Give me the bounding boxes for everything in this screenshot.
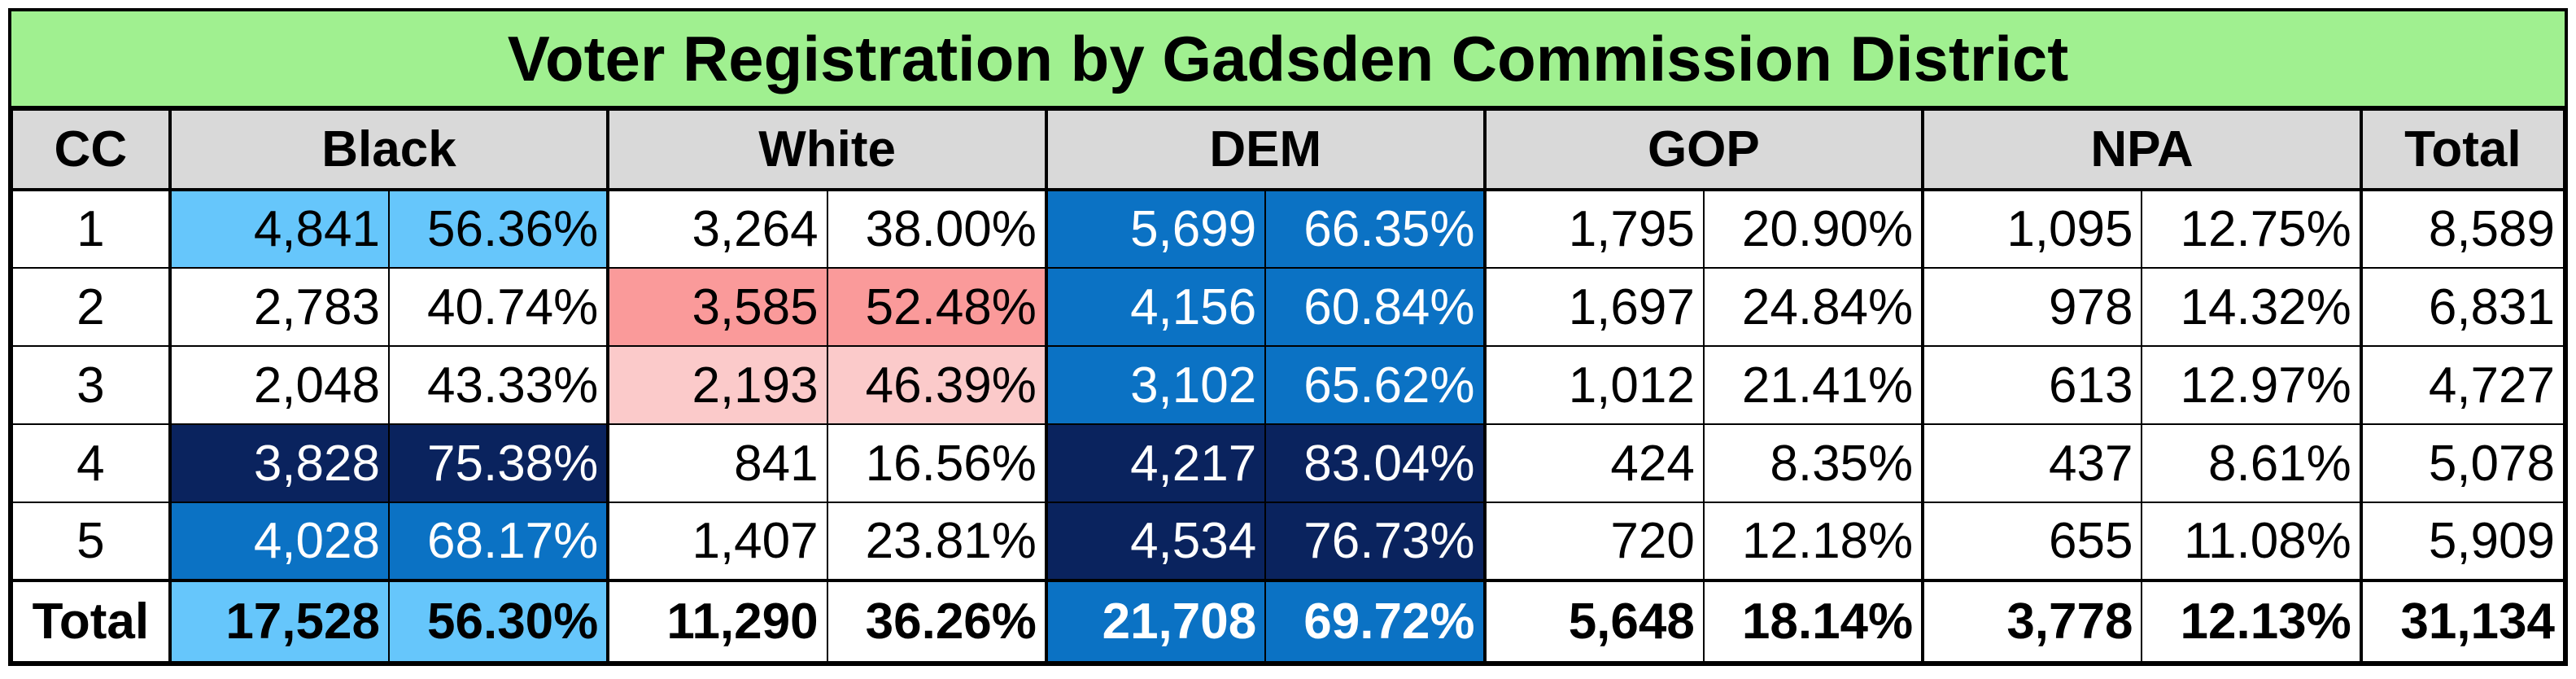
total-cell: 8,589 [2359, 189, 2565, 269]
table-row: 4 3,828 75.38% 841 16.56% 4,217 83.04% 4… [11, 423, 2565, 503]
header-cc: CC [11, 109, 171, 191]
table-row: 5 4,028 68.17% 1,407 23.81% 4,534 76.73%… [11, 502, 2565, 581]
cc-cell: 3 [11, 345, 171, 425]
dem-total-pct-cell: 69.72% [1264, 579, 1486, 663]
header-row: CC Black White DEM GOP NPA Total [11, 109, 2565, 191]
table-title: Voter Registration by Gadsden Commission… [11, 11, 2565, 109]
total-cell: 5,078 [2359, 423, 2565, 503]
dem-count-cell: 3,102 [1044, 345, 1267, 425]
black-total-count-cell: 17,528 [168, 579, 390, 663]
dem-pct-cell: 66.35% [1264, 189, 1486, 269]
black-count-cell: 4,028 [168, 502, 390, 581]
npa-count-cell: 613 [1921, 345, 2143, 425]
totals-label-cell: Total [11, 579, 171, 663]
black-pct-cell: 75.38% [387, 423, 609, 503]
gop-pct-cell: 21.41% [1702, 345, 1924, 425]
dem-count-cell: 5,699 [1044, 189, 1267, 269]
total-cell: 4,727 [2359, 345, 2565, 425]
white-total-count-cell: 11,290 [606, 579, 828, 663]
gop-pct-cell: 20.90% [1702, 189, 1924, 269]
header-white: White [606, 109, 1047, 191]
npa-pct-cell: 12.97% [2141, 345, 2362, 425]
black-pct-cell: 40.74% [387, 267, 609, 347]
total-cell: 5,909 [2359, 502, 2565, 581]
total-cell: 6,831 [2359, 267, 2565, 347]
white-pct-cell: 52.48% [826, 267, 1047, 347]
npa-count-cell: 1,095 [1921, 189, 2143, 269]
header-dem: DEM [1044, 109, 1486, 191]
cc-cell: 2 [11, 267, 171, 347]
gop-count-cell: 1,012 [1482, 345, 1705, 425]
cc-cell: 5 [11, 502, 171, 581]
white-count-cell: 841 [606, 423, 828, 503]
cc-cell: 1 [11, 189, 171, 269]
black-pct-cell: 68.17% [387, 502, 609, 581]
white-count-cell: 3,264 [606, 189, 828, 269]
gop-count-cell: 1,795 [1482, 189, 1705, 269]
header-npa: NPA [1921, 109, 2362, 191]
white-pct-cell: 16.56% [826, 423, 1047, 503]
white-count-cell: 2,193 [606, 345, 828, 425]
npa-pct-cell: 8.61% [2141, 423, 2362, 503]
gop-total-pct-cell: 18.14% [1702, 579, 1924, 663]
npa-count-cell: 437 [1921, 423, 2143, 503]
gop-pct-cell: 24.84% [1702, 267, 1924, 347]
white-pct-cell: 38.00% [826, 189, 1047, 269]
dem-total-count-cell: 21,708 [1044, 579, 1267, 663]
npa-pct-cell: 14.32% [2141, 267, 2362, 347]
spreadsheet-table: Voter Registration by Gadsden Commission… [8, 8, 2568, 666]
white-pct-cell: 46.39% [826, 345, 1047, 425]
white-count-cell: 1,407 [606, 502, 828, 581]
cc-cell: 4 [11, 423, 171, 503]
npa-total-count-cell: 3,778 [1921, 579, 2143, 663]
dem-pct-cell: 76.73% [1264, 502, 1486, 581]
gop-count-cell: 1,697 [1482, 267, 1705, 347]
dem-pct-cell: 83.04% [1264, 423, 1486, 503]
dem-count-cell: 4,534 [1044, 502, 1267, 581]
table-row: 1 4,841 56.36% 3,264 38.00% 5,699 66.35%… [11, 189, 2565, 269]
grand-total-cell: 31,134 [2359, 579, 2565, 663]
data-grid: CC Black White DEM GOP NPA Total 1 4,841… [11, 109, 2565, 663]
black-pct-cell: 43.33% [387, 345, 609, 425]
dem-count-cell: 4,217 [1044, 423, 1267, 503]
black-total-pct-cell: 56.30% [387, 579, 609, 663]
white-pct-cell: 23.81% [826, 502, 1047, 581]
dem-pct-cell: 65.62% [1264, 345, 1486, 425]
dem-pct-cell: 60.84% [1264, 267, 1486, 347]
dem-count-cell: 4,156 [1044, 267, 1267, 347]
black-pct-cell: 56.36% [387, 189, 609, 269]
table-row: 2 2,783 40.74% 3,585 52.48% 4,156 60.84%… [11, 267, 2565, 347]
totals-row: Total 17,528 56.30% 11,290 36.26% 21,708… [11, 579, 2565, 663]
table-row: 3 2,048 43.33% 2,193 46.39% 3,102 65.62%… [11, 345, 2565, 425]
gop-count-cell: 424 [1482, 423, 1705, 503]
white-count-cell: 3,585 [606, 267, 828, 347]
header-total: Total [2359, 109, 2565, 191]
gop-count-cell: 720 [1482, 502, 1705, 581]
gop-pct-cell: 12.18% [1702, 502, 1924, 581]
black-count-cell: 2,783 [168, 267, 390, 347]
header-gop: GOP [1482, 109, 1924, 191]
black-count-cell: 3,828 [168, 423, 390, 503]
npa-count-cell: 978 [1921, 267, 2143, 347]
npa-pct-cell: 11.08% [2141, 502, 2362, 581]
gop-total-count-cell: 5,648 [1482, 579, 1705, 663]
npa-total-pct-cell: 12.13% [2141, 579, 2362, 663]
black-count-cell: 2,048 [168, 345, 390, 425]
header-black: Black [168, 109, 609, 191]
black-count-cell: 4,841 [168, 189, 390, 269]
white-total-pct-cell: 36.26% [826, 579, 1047, 663]
npa-pct-cell: 12.75% [2141, 189, 2362, 269]
npa-count-cell: 655 [1921, 502, 2143, 581]
gop-pct-cell: 8.35% [1702, 423, 1924, 503]
